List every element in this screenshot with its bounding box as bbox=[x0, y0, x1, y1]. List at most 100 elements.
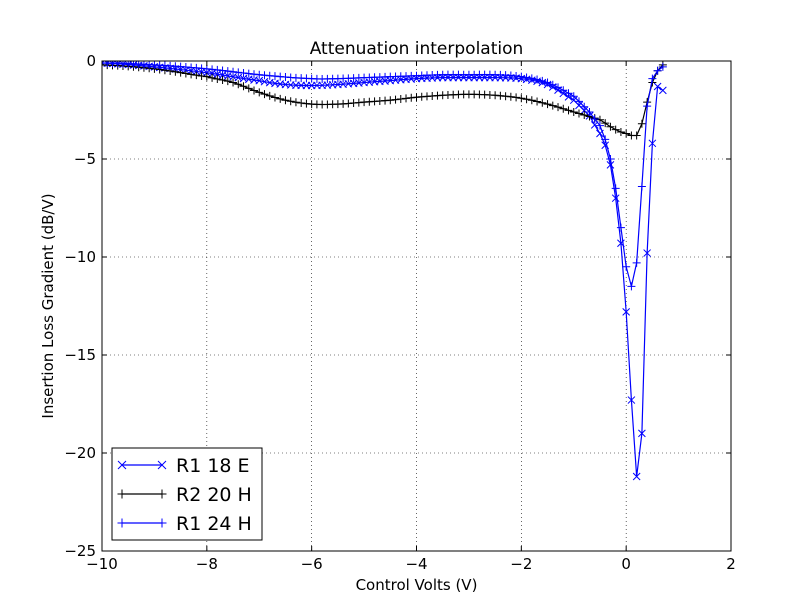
y-tick-label: −10 bbox=[64, 248, 96, 266]
plus-marker bbox=[548, 101, 557, 110]
plus-marker bbox=[538, 76, 547, 85]
plus-marker bbox=[157, 489, 167, 499]
plus-marker bbox=[213, 65, 222, 74]
plus-marker bbox=[559, 86, 568, 95]
x-marker bbox=[611, 194, 620, 203]
plus-marker bbox=[117, 518, 127, 528]
plus-marker bbox=[297, 99, 306, 108]
plus-marker bbox=[637, 119, 646, 128]
plus-marker bbox=[255, 88, 264, 97]
plus-marker bbox=[281, 96, 290, 105]
series-line bbox=[102, 62, 664, 477]
plus-marker bbox=[616, 223, 625, 232]
plus-marker bbox=[543, 78, 552, 87]
legend-entry: R1 24 H bbox=[117, 513, 252, 535]
plus-marker bbox=[192, 71, 201, 80]
plus-marker bbox=[569, 92, 578, 101]
plus-marker bbox=[616, 128, 625, 137]
plus-marker bbox=[260, 90, 269, 99]
plus-marker bbox=[517, 72, 526, 81]
plus-marker bbox=[187, 70, 196, 79]
plus-marker bbox=[208, 65, 217, 74]
plus-marker bbox=[585, 107, 594, 116]
plus-marker bbox=[543, 100, 552, 109]
plus-marker bbox=[632, 258, 641, 267]
x-tick-label: −8 bbox=[196, 555, 218, 573]
plus-marker bbox=[234, 68, 243, 77]
tick-layer: −10 −8 −6 −4 −2 0 20−5−10−15−20−25 bbox=[64, 52, 735, 573]
plus-marker bbox=[648, 74, 657, 83]
plus-marker bbox=[533, 75, 542, 84]
x-marker bbox=[638, 429, 646, 438]
plus-marker bbox=[244, 69, 253, 78]
plus-marker bbox=[239, 69, 248, 78]
plus-marker bbox=[506, 92, 515, 101]
plus-marker bbox=[213, 74, 222, 83]
series-layer bbox=[102, 61, 667, 481]
legend-entry: R1 18 E bbox=[117, 455, 250, 477]
plus-marker bbox=[291, 98, 300, 107]
plus-marker bbox=[276, 94, 285, 103]
legend-label: R2 20 H bbox=[176, 484, 252, 506]
plus-marker bbox=[208, 73, 217, 82]
plus-marker bbox=[229, 78, 238, 87]
x-marker bbox=[653, 82, 662, 91]
x-tick-label: −2 bbox=[510, 555, 532, 573]
plus-marker bbox=[548, 80, 557, 89]
plus-marker bbox=[580, 111, 589, 120]
plus-marker bbox=[229, 67, 238, 76]
legend-entry: R2 20 H bbox=[117, 484, 252, 506]
plus-marker bbox=[601, 119, 610, 128]
chart-title: Attenuation interpolation bbox=[310, 39, 524, 59]
legend-label: R1 24 H bbox=[176, 513, 252, 535]
plus-marker bbox=[574, 109, 583, 118]
plus-marker bbox=[611, 184, 620, 193]
x-marker bbox=[659, 86, 667, 95]
plus-marker bbox=[564, 89, 573, 98]
plus-marker bbox=[595, 121, 604, 130]
x-tick-label: 0 bbox=[621, 555, 631, 573]
legend: R1 18 E R2 20 H R1 24 H bbox=[111, 447, 263, 541]
plus-marker bbox=[517, 94, 526, 103]
plus-marker bbox=[234, 80, 243, 89]
plus-marker bbox=[653, 66, 662, 75]
plus-marker bbox=[611, 125, 620, 134]
plus-marker bbox=[643, 102, 652, 111]
x-marker bbox=[117, 460, 127, 470]
plus-marker bbox=[658, 62, 667, 71]
plus-marker bbox=[391, 95, 400, 104]
plus-marker bbox=[244, 84, 253, 93]
plus-marker bbox=[501, 92, 510, 101]
plus-marker bbox=[402, 94, 411, 103]
plus-marker bbox=[527, 74, 536, 83]
series-2 bbox=[102, 61, 667, 291]
plus-marker bbox=[157, 518, 167, 528]
y-tick-label: −15 bbox=[64, 346, 96, 364]
y-tick-label: −20 bbox=[64, 444, 96, 462]
y-tick-label: 0 bbox=[86, 52, 96, 70]
plus-marker bbox=[627, 282, 636, 291]
plus-marker bbox=[396, 95, 405, 104]
x-tick-label: −4 bbox=[405, 555, 427, 573]
x-marker bbox=[648, 139, 657, 148]
plus-marker bbox=[223, 77, 232, 86]
plus-marker bbox=[522, 73, 531, 82]
x-marker bbox=[643, 249, 651, 257]
x-axis-label: Control Volts (V) bbox=[356, 576, 478, 594]
plus-marker bbox=[564, 106, 573, 115]
plus-marker bbox=[202, 72, 211, 81]
plus-marker bbox=[218, 76, 227, 85]
x-tick-label: −6 bbox=[301, 555, 323, 573]
plus-marker bbox=[286, 97, 295, 106]
plus-marker bbox=[218, 66, 227, 75]
plus-marker bbox=[197, 71, 206, 80]
y-tick-label: −25 bbox=[64, 542, 96, 560]
plus-marker bbox=[622, 129, 631, 138]
plus-marker bbox=[606, 122, 615, 131]
plus-marker bbox=[622, 262, 631, 271]
plus-marker bbox=[574, 97, 583, 106]
plus-marker bbox=[265, 91, 274, 100]
plus-marker bbox=[202, 64, 211, 73]
plus-marker bbox=[522, 95, 531, 104]
